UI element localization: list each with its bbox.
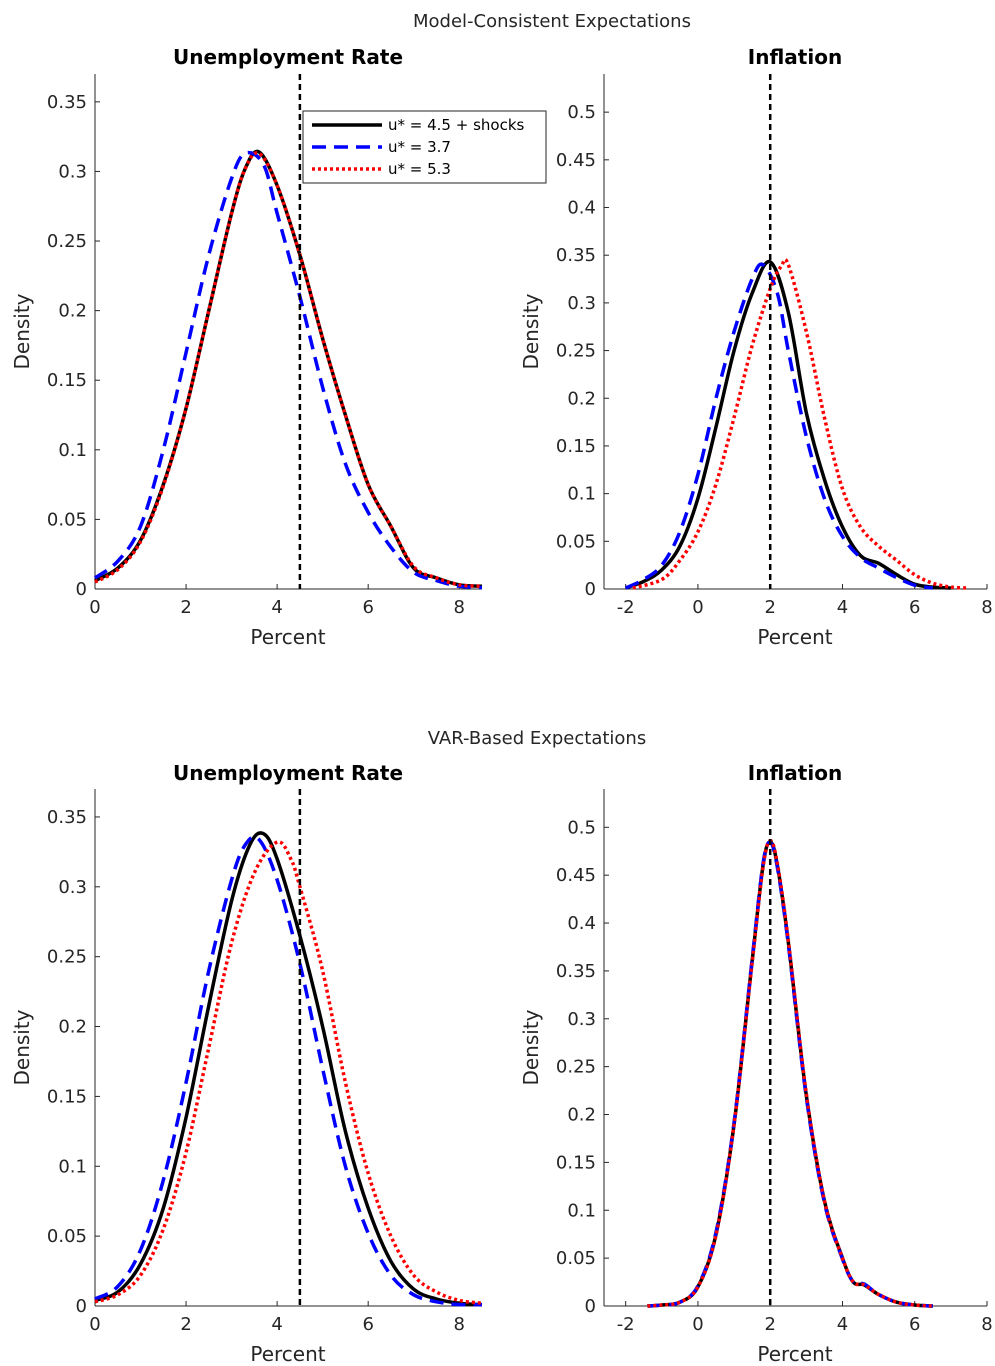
y-tick-label: 0.45 — [556, 865, 596, 886]
series-line-dashed — [647, 840, 933, 1308]
series-line-dashed — [93, 150, 483, 590]
x-tick-label: 4 — [837, 1314, 848, 1335]
series-line-dotted — [647, 838, 933, 1308]
y-tick-label: 0.05 — [47, 1226, 87, 1247]
y-tick-label: 0.35 — [47, 92, 87, 113]
x-tick-label: 8 — [981, 597, 992, 618]
panel-2: Inflation Percent Density -2 0 2 4 6 8 0 0.05 0.1 0.… — [519, 45, 993, 649]
x-tick-label: 0 — [89, 1314, 100, 1335]
x-axis-label: Percent — [250, 625, 325, 649]
x-tick-label: 4 — [271, 597, 282, 618]
x-tick-label: -2 — [617, 1314, 635, 1335]
x-tick-label: 2 — [180, 597, 191, 618]
y-tick-label: 0.15 — [47, 370, 87, 391]
y-tick-label: 0 — [585, 579, 596, 600]
x-tick-label: 2 — [180, 1314, 191, 1335]
y-tick-label: 0.45 — [556, 150, 596, 171]
panel-title: Unemployment Rate — [173, 761, 403, 785]
y-tick-label: 0.3 — [567, 293, 596, 314]
y-tick-label: 0.25 — [47, 947, 87, 968]
series-line-dashed — [94, 834, 483, 1307]
x-tick-label: -2 — [617, 597, 635, 618]
x-tick-label: 8 — [454, 1314, 465, 1335]
y-tick-label: 0.05 — [47, 509, 87, 530]
x-tick-label: 2 — [764, 1314, 775, 1335]
y-tick-label: 0.3 — [567, 1009, 596, 1030]
series-line-dotted — [94, 840, 483, 1305]
legend-label: u* = 4.5 + shocks — [388, 116, 525, 134]
y-tick-label: 0 — [76, 579, 87, 600]
series-line-solid — [625, 259, 951, 590]
y-tick-label: 0.35 — [47, 807, 87, 828]
legend-label: u* = 5.3 — [388, 160, 451, 178]
y-tick-label: 0.2 — [58, 1017, 87, 1038]
x-tick-label: 4 — [271, 1314, 282, 1335]
y-tick-label: 0.3 — [58, 877, 87, 898]
series-line-solid — [647, 839, 933, 1308]
y-tick-label: 0 — [76, 1296, 87, 1317]
series-line-solid — [94, 149, 483, 588]
y-tick-label: 0.15 — [556, 436, 596, 457]
y-tick-label: 0.5 — [567, 817, 596, 838]
y-tick-label: 0 — [585, 1296, 596, 1317]
y-axis-label: Density — [519, 293, 543, 369]
y-tick-label: 0.35 — [556, 245, 596, 266]
x-axis-label: Percent — [757, 625, 832, 649]
x-tick-label: 8 — [981, 1314, 992, 1335]
y-tick-label: 0.25 — [556, 341, 596, 362]
y-tick-label: 0.2 — [567, 1105, 596, 1126]
y-tick-label: 0.4 — [567, 913, 596, 934]
x-tick-label: 0 — [89, 597, 100, 618]
series-line-dashed — [624, 262, 934, 590]
y-tick-label: 0.1 — [567, 1200, 596, 1221]
y-tick-label: 0.05 — [556, 531, 596, 552]
y-tick-label: 0.4 — [567, 198, 596, 219]
x-tick-label: 6 — [362, 1314, 373, 1335]
x-axis-label: Percent — [250, 1342, 325, 1366]
x-tick-label: 8 — [454, 597, 465, 618]
y-tick-label: 0.1 — [567, 484, 596, 505]
y-tick-label: 0.2 — [58, 301, 87, 322]
x-axis-label: Percent — [757, 1342, 832, 1366]
y-tick-label: 0.35 — [556, 961, 596, 982]
x-tick-label: 6 — [362, 597, 373, 618]
x-tick-label: 0 — [692, 1314, 703, 1335]
x-tick-label: 0 — [692, 597, 703, 618]
y-tick-label: 0.5 — [567, 102, 596, 123]
y-tick-label: 0.1 — [58, 1156, 87, 1177]
bottom-figure-title: VAR-Based Expectations — [428, 728, 646, 749]
legend: u* = 4.5 + shocks u* = 3.7 u* = 5.3 — [302, 110, 547, 184]
panel-4: Inflation Percent Density -2 0 2 4 6 8 0 0.05 0.1 0.… — [519, 761, 993, 1366]
y-tick-label: 0.2 — [567, 388, 596, 409]
panel-title: Inflation — [748, 45, 842, 69]
top-figure-title: Model-Consistent Expectations — [413, 11, 691, 32]
y-tick-label: 0.25 — [556, 1057, 596, 1078]
x-tick-label: 6 — [909, 597, 920, 618]
y-axis-label: Density — [519, 1009, 543, 1085]
panel-1: Unemployment Rate Percent Density 0 2 4 6 8 0 0.0… — [10, 45, 483, 649]
y-tick-label: 0.05 — [556, 1248, 596, 1269]
y-axis-label: Density — [10, 1009, 34, 1085]
x-tick-label: 2 — [764, 597, 775, 618]
y-axis-label: Density — [10, 293, 34, 369]
y-tick-label: 0.3 — [58, 161, 87, 182]
series-line-solid — [94, 831, 483, 1307]
panel-3: Unemployment Rate Percent Density 0 2 4 6 8 0 0.0… — [10, 761, 483, 1366]
y-tick-label: 0.25 — [47, 231, 87, 252]
x-tick-label: 6 — [909, 1314, 920, 1335]
y-tick-label: 0.1 — [58, 440, 87, 461]
legend-label: u* = 3.7 — [388, 138, 451, 156]
panel-title: Unemployment Rate — [173, 45, 403, 69]
y-tick-label: 0.15 — [47, 1086, 87, 1107]
x-tick-label: 4 — [837, 597, 848, 618]
panel-title: Inflation — [748, 761, 842, 785]
y-tick-label: 0.15 — [556, 1152, 596, 1173]
